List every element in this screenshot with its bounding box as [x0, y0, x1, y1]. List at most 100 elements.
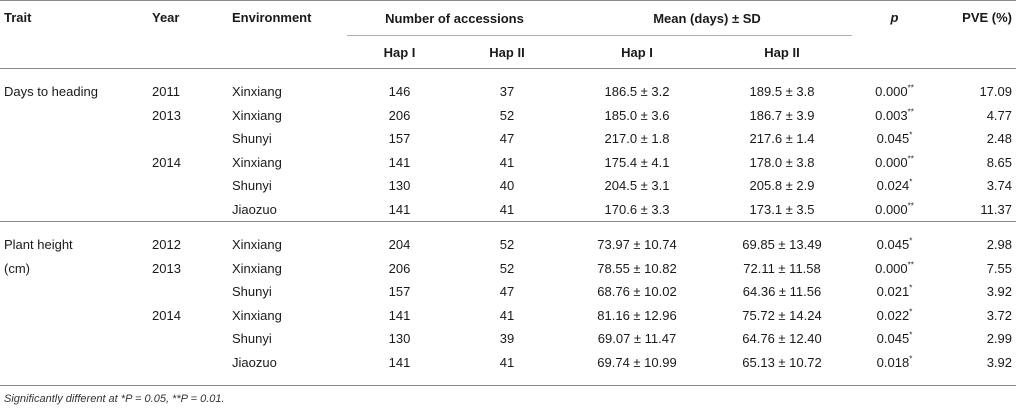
cell-p-value: 0.003** [852, 104, 937, 128]
cell-year: 2014 [152, 307, 181, 323]
significance-marker: ** [907, 83, 914, 93]
significance-marker: ** [907, 201, 914, 211]
cell-accessions-hap2: 41 [499, 154, 515, 170]
cell-mean-hap1: 68.76 ± 10.02 [597, 284, 677, 300]
cell-pve: 2.98 [986, 237, 1012, 253]
cell-accessions-hap1: 206 [388, 107, 411, 123]
cell-p-value: 0.045* [852, 233, 937, 257]
cell-pve: 2.99 [986, 331, 1012, 347]
cell-trait: Plant height [4, 237, 73, 253]
cell-trait-empty [0, 127, 152, 151]
cell-pve: 3.72 [986, 307, 1012, 323]
haplotype-table: Trait Year Environment Number of accessi… [0, 0, 1016, 386]
significance-marker: ** [907, 107, 914, 117]
header-mean-hap2: Hap II [764, 44, 800, 60]
cell-year [152, 127, 232, 151]
cell-accessions-hap2: 52 [499, 107, 515, 123]
cell-mean-hap2: 178.0 ± 3.8 [749, 154, 815, 170]
cell-trait-empty [0, 351, 152, 375]
cell-trait-empty [0, 327, 152, 351]
cell-mean-hap2: 75.72 ± 14.24 [742, 307, 822, 323]
cell-environment: Jiaozuo [232, 354, 277, 370]
table-row: 2013 Xinxiang 206 52 185.0 ± 3.6 186.7 ± 3.9 0… [0, 104, 1016, 128]
cell-p-value: 0.045* [852, 127, 937, 151]
cell-mean-hap2: 189.5 ± 3.8 [749, 84, 815, 100]
header-trait: Trait [4, 10, 32, 25]
cell-p-value: 0.000** [852, 198, 937, 222]
cell-accessions-hap2: 40 [499, 178, 515, 194]
cell-pve: 11.37 [980, 201, 1012, 217]
cell-p-value: 0.018* [852, 351, 937, 375]
header-mean: Mean (days) ± SD [562, 0, 852, 36]
cell-mean-hap2: 205.8 ± 2.9 [749, 178, 815, 194]
cell-mean-hap1: 186.5 ± 3.2 [604, 84, 670, 100]
p-value-text: 0.018 [876, 354, 910, 370]
cell-accessions-hap1: 204 [388, 237, 411, 253]
cell-trait-empty [0, 304, 152, 328]
significance-marker: * [909, 283, 913, 293]
cell-mean-hap2: 173.1 ± 3.5 [749, 201, 815, 217]
cell-year: 2013 [152, 107, 181, 123]
table-body: Days to heading 2011 Xinxiang 146 37 186.5 ± … [0, 69, 1016, 386]
cell-accessions-hap2: 37 [499, 84, 515, 100]
cell-p-value: 0.000** [852, 80, 937, 104]
cell-accessions-hap2: 41 [499, 307, 515, 323]
header-environment: Environment [232, 10, 312, 25]
cell-year [152, 174, 232, 198]
table-row: Shunyi 130 39 69.07 ± 11.47 64.76 ± 12.40 0.0… [0, 327, 1016, 351]
cell-p-value: 0.022* [852, 304, 937, 328]
cell-p-value: 0.021* [852, 280, 937, 304]
cell-pve: 7.55 [986, 260, 1012, 276]
cell-accessions-hap1: 141 [388, 307, 411, 323]
cell-environment: Jiaozuo [232, 201, 277, 217]
cell-environment: Shunyi [232, 131, 272, 147]
table-row: Shunyi 157 47 68.76 ± 10.02 64.36 ± 11.56 0.0… [0, 280, 1016, 304]
cell-trait-empty [0, 151, 152, 175]
cell-mean-hap1: 204.5 ± 3.1 [604, 178, 670, 194]
cell-trait-empty [0, 280, 152, 304]
p-value-text: 0.021 [876, 284, 910, 300]
significance-marker: * [909, 307, 913, 317]
table-row: Shunyi 157 47 217.0 ± 1.8 217.6 ± 1.4 0.045* 2… [0, 127, 1016, 151]
table-row: Days to heading 2011 Xinxiang 146 37 186.5 ± … [0, 80, 1016, 104]
cell-mean-hap1: 81.16 ± 12.96 [597, 307, 677, 323]
significance-marker: * [909, 130, 913, 140]
header-p: p [890, 10, 899, 25]
cell-mean-hap2: 217.6 ± 1.4 [749, 131, 815, 147]
header-accessions-hap2: Hap II [489, 44, 525, 60]
p-value-text: 0.022 [876, 307, 910, 323]
p-value-text: 0.045 [876, 237, 910, 253]
cell-environment: Xinxiang [232, 84, 282, 100]
p-value-text: 0.045 [876, 331, 910, 347]
cell-trait-empty [0, 198, 152, 222]
table-row: 2014 Xinxiang 141 41 175.4 ± 4.1 178.0 ± 3.8 0… [0, 151, 1016, 175]
cell-accessions-hap1: 130 [388, 178, 411, 194]
cell-mean-hap1: 217.0 ± 1.8 [604, 131, 670, 147]
table-row: 2014 Xinxiang 141 41 81.16 ± 12.96 75.72 ± 14… [0, 304, 1016, 328]
cell-accessions-hap2: 47 [499, 284, 515, 300]
significance-marker: * [909, 354, 913, 364]
cell-year [152, 327, 232, 351]
cell-accessions-hap2: 41 [499, 354, 515, 370]
significance-marker: * [909, 236, 913, 246]
cell-environment: Xinxiang [232, 154, 282, 170]
cell-mean-hap1: 73.97 ± 10.74 [597, 237, 677, 253]
cell-mean-hap1: 78.55 ± 10.82 [597, 260, 677, 276]
header-year: Year [152, 10, 180, 25]
cell-accessions-hap2: 47 [499, 131, 515, 147]
data-table-container: Trait Year Environment Number of accessi… [0, 0, 1016, 386]
cell-environment: Shunyi [232, 284, 272, 300]
cell-accessions-hap1: 157 [388, 131, 411, 147]
table-row: Jiaozuo 141 41 170.6 ± 3.3 173.1 ± 3.5 0.000*… [0, 198, 1016, 222]
significance-marker: ** [907, 260, 914, 270]
cell-accessions-hap1: 141 [388, 354, 411, 370]
cell-p-value: 0.024* [852, 174, 937, 198]
cell-accessions-hap1: 157 [388, 284, 411, 300]
cell-year [152, 351, 232, 375]
p-value-text: 0.000 [875, 84, 908, 100]
cell-mean-hap1: 175.4 ± 4.1 [604, 154, 670, 170]
cell-environment: Xinxiang [232, 260, 282, 276]
cell-accessions-hap1: 141 [388, 201, 411, 217]
cell-environment: Shunyi [232, 178, 272, 194]
cell-p-value: 0.045* [852, 327, 937, 351]
